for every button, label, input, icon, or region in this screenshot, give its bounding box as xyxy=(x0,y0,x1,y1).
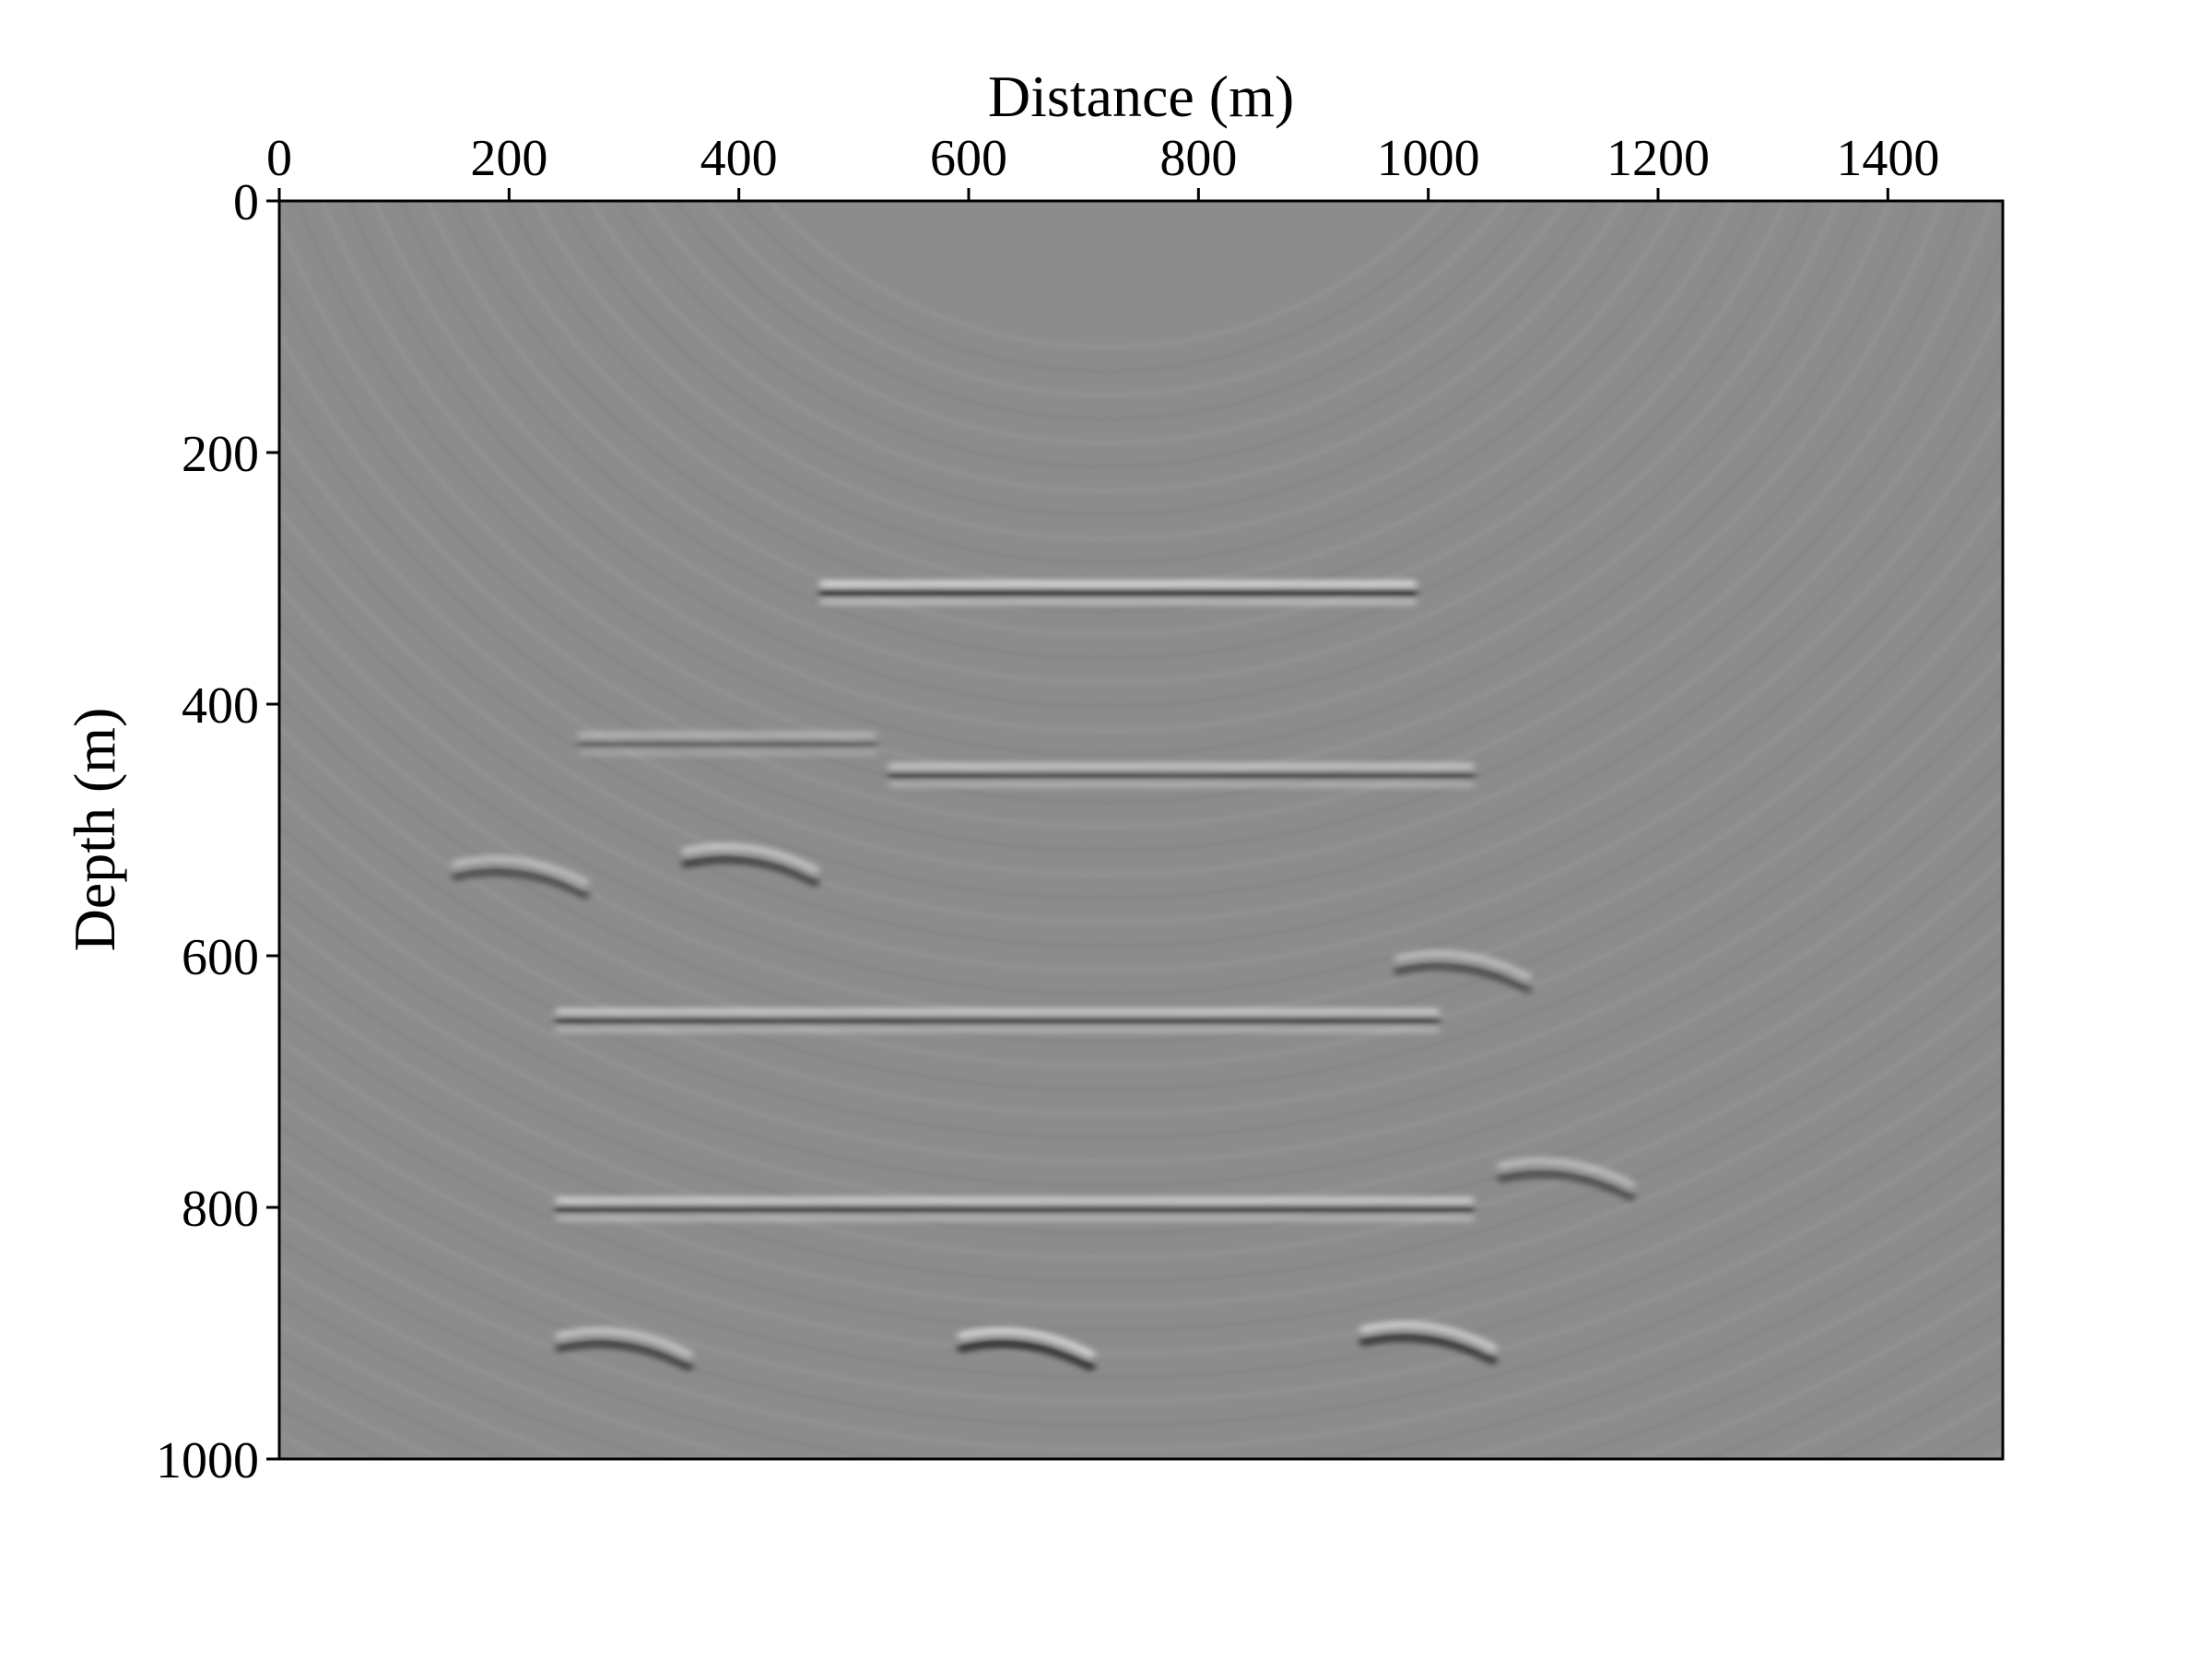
reflector-bright-band xyxy=(555,1196,1475,1205)
swing-artifact-arc xyxy=(279,491,2003,972)
swing-artifact-arc xyxy=(766,201,1447,350)
swing-artifact-arc xyxy=(505,201,1709,566)
diffractor-dark xyxy=(681,854,820,888)
swing-artifact-arc xyxy=(372,201,1841,685)
swing-artifact-arc xyxy=(279,1014,2003,1332)
swing-artifact-arc xyxy=(587,201,1626,494)
y-axis-label: Depth (m) xyxy=(62,708,127,952)
diffractor-dark xyxy=(957,1339,1096,1371)
swing-artifact-arc xyxy=(279,235,2003,853)
diffractor-bright xyxy=(452,854,590,887)
swing-artifact-arc xyxy=(735,201,1479,374)
diffractor-layer xyxy=(451,842,1636,1371)
x-tick-label: 1400 xyxy=(1836,130,1939,187)
reflector-side-lobe xyxy=(555,1026,1441,1034)
swing-artifact-arc xyxy=(279,952,2003,1284)
y-tick-label: 400 xyxy=(182,677,259,735)
y-tick-label: 1000 xyxy=(156,1432,259,1489)
swing-artifact-arc xyxy=(279,447,2003,948)
swing-artifact-arc xyxy=(347,201,1866,709)
diffractor-bright xyxy=(957,1326,1095,1359)
x-tick-label: 1200 xyxy=(1606,130,1710,187)
swing-artifact-arc xyxy=(279,533,2003,996)
x-tick-label: 600 xyxy=(930,130,1007,187)
reflector-side-lobe xyxy=(888,781,1475,789)
reflector-dark-band xyxy=(555,1205,1475,1214)
swing-artifact-arc xyxy=(279,201,1970,805)
diffractor-dark xyxy=(1497,1169,1636,1202)
swing-artifact-arc xyxy=(452,201,1762,614)
diffractor-dark xyxy=(1359,1333,1498,1366)
diffractor-bright xyxy=(555,1326,693,1359)
swing-artifact-arc xyxy=(279,756,2003,1140)
reflector-dark-band xyxy=(888,771,1475,781)
swing-artifact-arc xyxy=(279,983,2003,1308)
swing-artifact-arc xyxy=(616,201,1598,470)
swing-artifact-arc xyxy=(321,201,1893,733)
reflector-dark-band xyxy=(555,1016,1441,1026)
y-tick-label: 600 xyxy=(182,929,259,986)
swing-artifact-arc xyxy=(279,201,1995,829)
swing-artifact-arc xyxy=(279,612,2003,1044)
swing-artifact-arc xyxy=(532,201,1681,542)
reflector-side-lobe xyxy=(578,748,877,757)
diffractor-dark xyxy=(1394,961,1533,994)
x-tick-label: 1000 xyxy=(1377,130,1480,187)
plot-frame xyxy=(277,199,2005,1461)
swing-artifact-arc xyxy=(279,1044,2003,1356)
x-tick-label: 0 xyxy=(266,130,292,187)
swing-artifact-arc xyxy=(279,296,2003,877)
swing-artifact-arc xyxy=(279,650,2003,1068)
reflector-bright-band xyxy=(555,1007,1441,1017)
swing-artifact-arc xyxy=(559,201,1653,518)
reflector-bright-band xyxy=(818,580,1418,589)
reflector-dark-band xyxy=(818,588,1418,598)
swing-artifact-arc xyxy=(279,1134,2003,1428)
diffractor-dark xyxy=(451,867,590,900)
reflector-side-lobe xyxy=(555,1215,1475,1222)
swing-artifact-arc xyxy=(294,201,1919,757)
swing-artifact-arc xyxy=(279,721,2003,1116)
reflector-bright-band xyxy=(578,730,877,739)
reflector-layer xyxy=(555,580,1475,1222)
reflector-side-lobe xyxy=(818,598,1418,606)
swing-artifact-arc xyxy=(279,888,2003,1236)
swing-artifact-arc xyxy=(279,1075,2003,1380)
y-tick-label: 0 xyxy=(233,174,259,231)
swing-artifact-arc xyxy=(703,201,1510,398)
diffractor-bright xyxy=(1497,1157,1635,1189)
reflector-dark-band xyxy=(578,738,877,748)
swing-artifact-arc xyxy=(279,350,2003,900)
diffractor-dark xyxy=(555,1339,693,1371)
swing-artifact-arc xyxy=(398,201,1815,661)
swing-artifact-arc xyxy=(279,1104,2003,1404)
y-tick-label: 800 xyxy=(182,1181,259,1238)
swing-artifact-arc xyxy=(674,201,1540,422)
swing-artifact-arc xyxy=(279,1164,2003,1452)
x-axis: 0 200 400 600 800 1000 1200 1400 xyxy=(266,130,1939,201)
swing-artifact-arc xyxy=(279,790,2003,1164)
x-tick-label: 400 xyxy=(700,130,778,187)
swing-artifact-arc xyxy=(644,201,1569,446)
y-axis: 0 200 400 600 800 1000 xyxy=(156,174,279,1489)
diffractor-bright xyxy=(1394,949,1532,981)
x-tick-label: 800 xyxy=(1159,130,1237,187)
x-axis-label: Distance (m) xyxy=(988,64,1294,129)
y-tick-label: 200 xyxy=(182,426,259,483)
seismic-background xyxy=(279,201,2003,1459)
reflector-bright-band xyxy=(888,762,1475,771)
swing-artifact-arc xyxy=(279,401,2003,924)
swing-artifact-arc xyxy=(279,921,2003,1260)
swing-artifact-arc xyxy=(279,686,2003,1092)
diffractor-bright xyxy=(681,842,819,874)
swing-artifact-arc xyxy=(279,824,2003,1188)
swing-artifact-arc xyxy=(425,201,1788,638)
x-tick-label: 200 xyxy=(470,130,547,187)
diffractor-bright xyxy=(1359,1320,1498,1352)
